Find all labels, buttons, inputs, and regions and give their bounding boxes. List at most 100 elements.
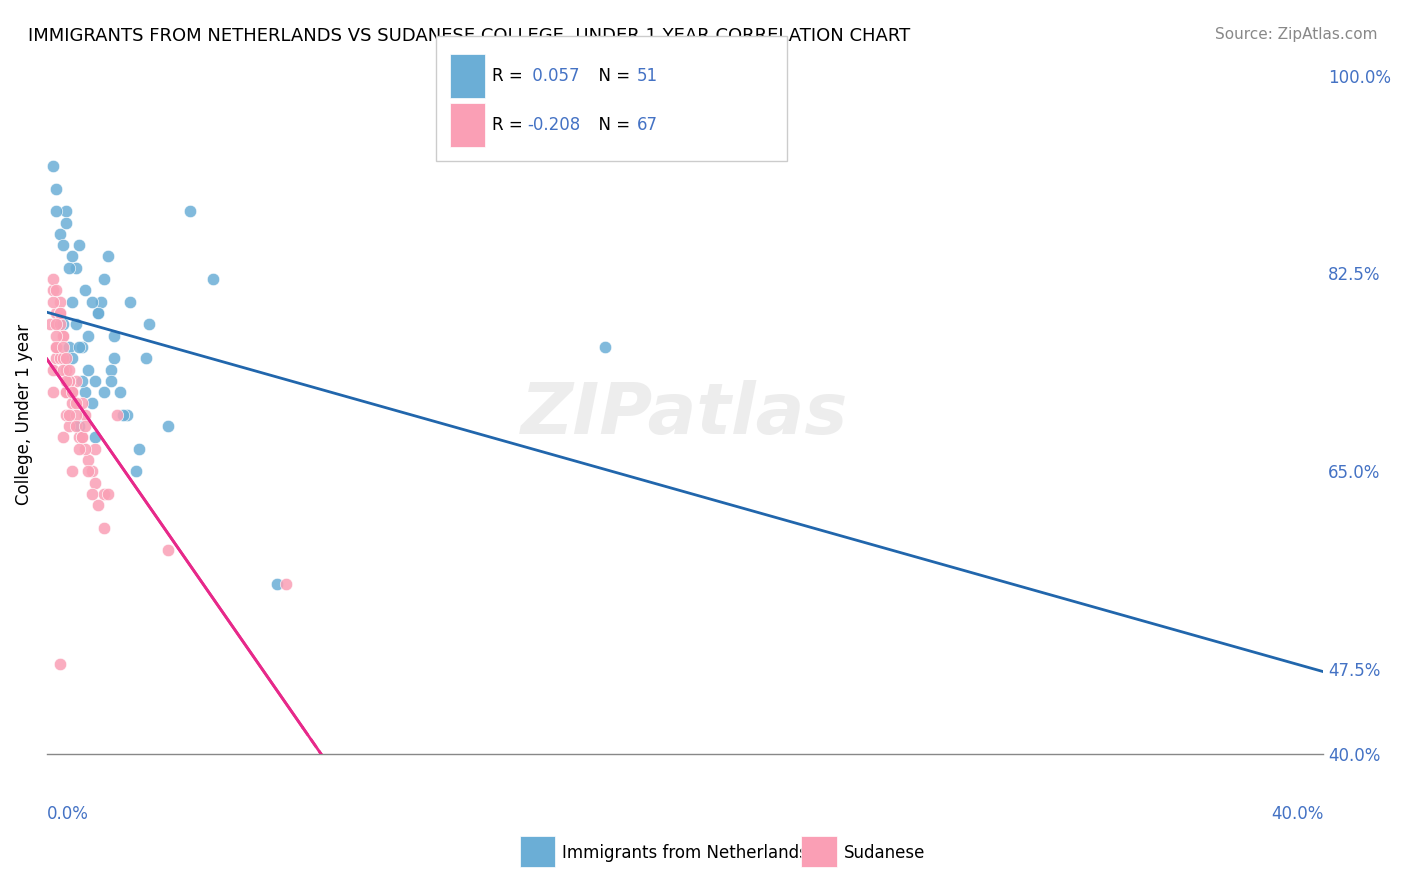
Point xyxy=(77,328,100,343)
Point xyxy=(83,430,105,444)
Point xyxy=(45,204,67,219)
Text: N =: N = xyxy=(588,67,636,85)
Point xyxy=(138,318,160,332)
Point xyxy=(45,351,67,366)
Point xyxy=(45,181,67,195)
Point xyxy=(65,260,87,275)
Point xyxy=(276,577,298,591)
Point xyxy=(48,351,70,366)
Point xyxy=(70,396,93,410)
Point xyxy=(593,340,616,354)
Point xyxy=(70,374,93,388)
Point xyxy=(55,385,77,400)
Point xyxy=(103,328,125,343)
Point xyxy=(67,419,90,434)
Point xyxy=(157,419,180,434)
Point xyxy=(90,294,112,309)
Point xyxy=(62,396,84,410)
Point xyxy=(105,408,128,422)
Point xyxy=(62,294,84,309)
Point xyxy=(42,159,65,173)
Point xyxy=(70,430,93,444)
Y-axis label: College, Under 1 year: College, Under 1 year xyxy=(15,324,32,505)
Point xyxy=(52,362,75,376)
Point xyxy=(96,249,118,263)
Point xyxy=(179,204,201,219)
Point xyxy=(65,396,87,410)
Text: N =: N = xyxy=(588,116,636,134)
Point xyxy=(77,362,100,376)
Point xyxy=(93,272,115,286)
Point xyxy=(65,408,87,422)
Point xyxy=(45,306,67,320)
Point xyxy=(87,498,110,512)
Point xyxy=(80,464,103,478)
Point xyxy=(93,385,115,400)
Point xyxy=(45,340,67,354)
Point xyxy=(52,340,75,354)
Point xyxy=(48,318,70,332)
Point xyxy=(42,385,65,400)
Point xyxy=(103,351,125,366)
Point xyxy=(55,374,77,388)
Point xyxy=(39,318,62,332)
Point xyxy=(201,272,224,286)
Point xyxy=(55,215,77,229)
Point xyxy=(128,442,150,456)
Point xyxy=(87,306,110,320)
Point xyxy=(55,362,77,376)
Point xyxy=(58,374,80,388)
Point xyxy=(80,487,103,501)
Point xyxy=(42,362,65,376)
Text: IMMIGRANTS FROM NETHERLANDS VS SUDANESE COLLEGE, UNDER 1 YEAR CORRELATION CHART: IMMIGRANTS FROM NETHERLANDS VS SUDANESE … xyxy=(28,27,910,45)
Point xyxy=(58,408,80,422)
Text: R =: R = xyxy=(492,116,529,134)
Point xyxy=(65,374,87,388)
Text: 67: 67 xyxy=(637,116,658,134)
Text: 40.0%: 40.0% xyxy=(1271,805,1323,822)
Point xyxy=(48,294,70,309)
Point xyxy=(45,340,67,354)
Point xyxy=(67,238,90,252)
Point xyxy=(83,475,105,490)
Point xyxy=(100,374,122,388)
Point xyxy=(266,577,288,591)
Point xyxy=(75,442,97,456)
Point xyxy=(80,396,103,410)
Point xyxy=(58,362,80,376)
Point xyxy=(118,294,141,309)
Point xyxy=(45,328,67,343)
Point xyxy=(48,306,70,320)
Point xyxy=(42,294,65,309)
Point xyxy=(55,351,77,366)
Point xyxy=(62,249,84,263)
Point xyxy=(62,464,84,478)
Point xyxy=(58,340,80,354)
Point xyxy=(75,385,97,400)
Point xyxy=(52,328,75,343)
Point xyxy=(125,464,148,478)
Point xyxy=(52,430,75,444)
Point xyxy=(110,385,132,400)
Point xyxy=(62,385,84,400)
Point xyxy=(75,408,97,422)
Text: Immigrants from Netherlands: Immigrants from Netherlands xyxy=(562,844,808,862)
Text: -0.208: -0.208 xyxy=(527,116,581,134)
Point xyxy=(67,340,90,354)
Point xyxy=(48,227,70,241)
Point xyxy=(62,351,84,366)
Point xyxy=(52,238,75,252)
Point xyxy=(135,351,157,366)
Point xyxy=(58,374,80,388)
Text: Source: ZipAtlas.com: Source: ZipAtlas.com xyxy=(1215,27,1378,42)
Text: Sudanese: Sudanese xyxy=(844,844,925,862)
Point xyxy=(115,408,138,422)
Point xyxy=(52,318,75,332)
Point xyxy=(48,657,70,671)
Point xyxy=(42,272,65,286)
Point xyxy=(65,318,87,332)
Point xyxy=(157,543,180,558)
Point xyxy=(58,260,80,275)
Point xyxy=(55,408,77,422)
Point xyxy=(93,521,115,535)
